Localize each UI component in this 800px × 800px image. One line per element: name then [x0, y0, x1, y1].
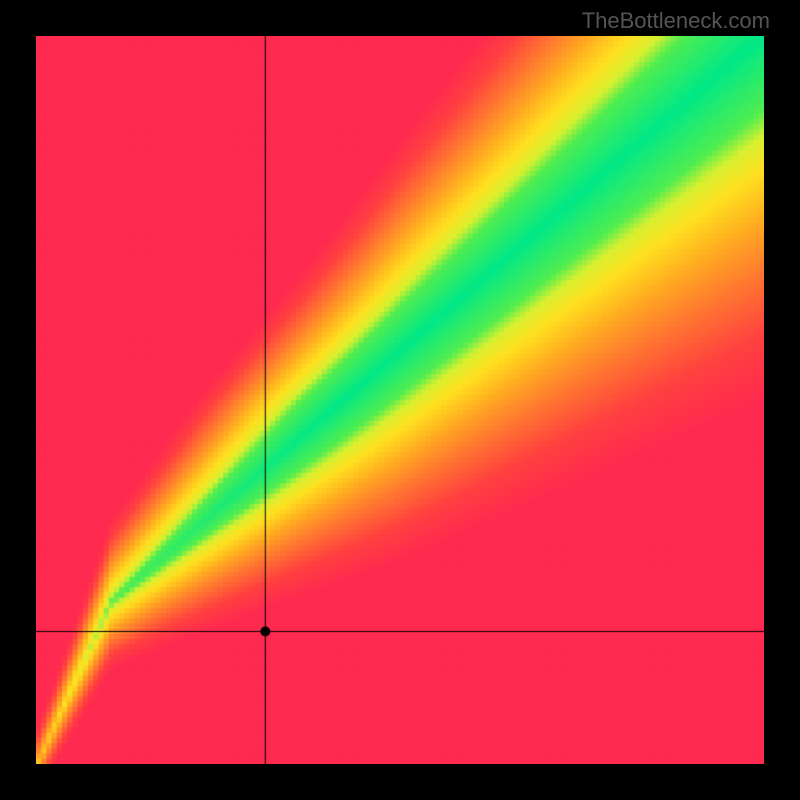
watermark-label: TheBottleneck.com	[582, 8, 770, 34]
chart-container: TheBottleneck.com	[0, 0, 800, 800]
heatmap-canvas	[36, 36, 764, 764]
plot-area	[36, 36, 764, 764]
